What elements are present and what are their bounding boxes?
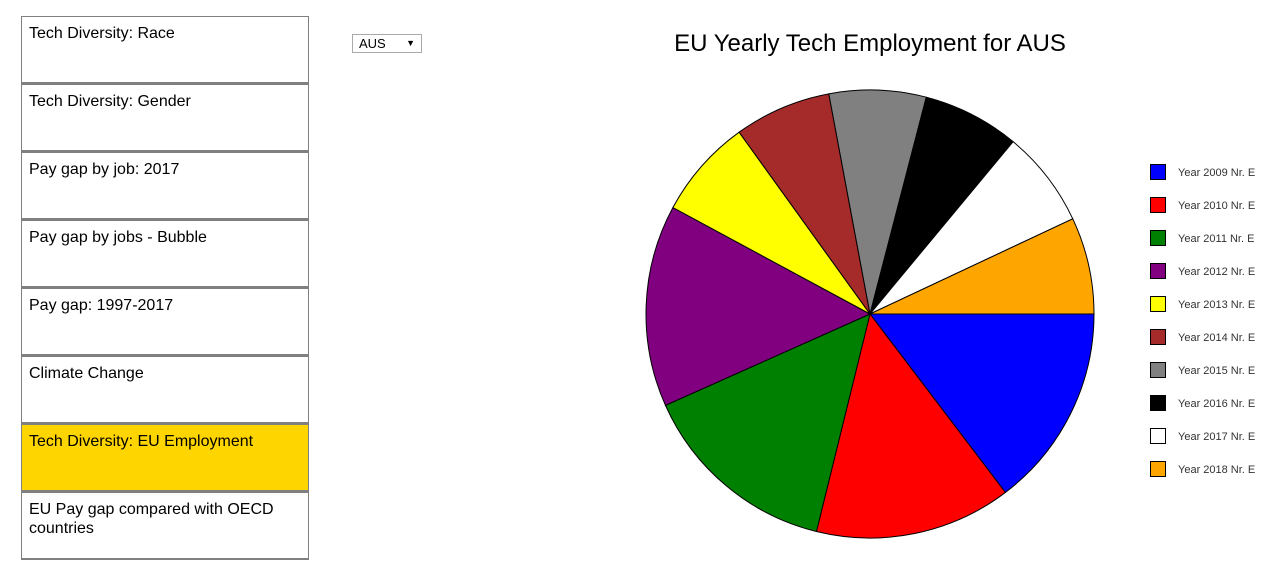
country-select-value: AUS: [359, 36, 386, 51]
legend-swatch: [1150, 395, 1166, 411]
pie-slice-4: [672, 131, 871, 315]
legend-label: Year 2012 Nr. E: [1178, 266, 1256, 278]
country-select[interactable]: AUS ▼: [352, 34, 422, 53]
sidebar-item-0[interactable]: Tech Diversity: Race: [21, 16, 309, 84]
pie-slice-3: [645, 206, 872, 407]
sidebar-item-7[interactable]: EU Pay gap compared with OECD countries: [21, 492, 309, 560]
legend-label: Year 2018 Nr. E: [1178, 464, 1256, 476]
legend-label: Year 2017 Nr. E: [1178, 431, 1256, 443]
legend-swatch: [1150, 164, 1166, 180]
legend-label: Year 2009 Nr. E: [1178, 167, 1256, 179]
legend-label: Year 2013 Nr. E: [1178, 299, 1256, 311]
pie-slice-1: [815, 312, 1007, 539]
legend-swatch: [1150, 230, 1166, 246]
sidebar-item-6[interactable]: Tech Diversity: EU Employment: [21, 424, 309, 492]
sidebar-item-2[interactable]: Pay gap by job: 2017: [21, 152, 309, 220]
legend-label: Year 2016 Nr. E: [1178, 398, 1256, 410]
chevron-down-icon: ▼: [406, 38, 415, 48]
legend-label: Year 2014 Nr. E: [1178, 332, 1256, 344]
sidebar-item-1[interactable]: Tech Diversity: Gender: [21, 84, 309, 152]
legend-swatch: [1150, 197, 1166, 213]
chart-title: EU Yearly Tech Employment for AUS: [674, 30, 1066, 57]
legend-swatch: [1150, 263, 1166, 279]
legend-swatch: [1150, 296, 1166, 312]
chart-legend: Year 2009 Nr. E Year 2010 Nr. E Year 2011 …: [1150, 164, 1268, 494]
sidebar-nav: Tech Diversity: Race Tech Diversity: Gend…: [21, 16, 309, 560]
pie-slice-9: [869, 218, 1095, 315]
pie-chart: [645, 89, 1095, 539]
sidebar-item-4[interactable]: Pay gap: 1997-2017: [21, 288, 309, 356]
sidebar-item-5[interactable]: Climate Change: [21, 356, 309, 424]
sidebar-item-3[interactable]: Pay gap by jobs - Bubble: [21, 220, 309, 288]
legend-swatch: [1150, 428, 1166, 444]
legend-swatch: [1150, 329, 1166, 345]
legend-swatch: [1150, 362, 1166, 378]
pie-slice-0: [868, 313, 1095, 494]
legend-label: Year 2011 Nr. E: [1178, 233, 1255, 245]
legend-label: Year 2010 Nr. E: [1178, 200, 1256, 212]
legend-label: Year 2015 Nr. E: [1178, 365, 1256, 377]
legend-swatch: [1150, 461, 1166, 477]
pie-slice-2: [664, 313, 871, 533]
